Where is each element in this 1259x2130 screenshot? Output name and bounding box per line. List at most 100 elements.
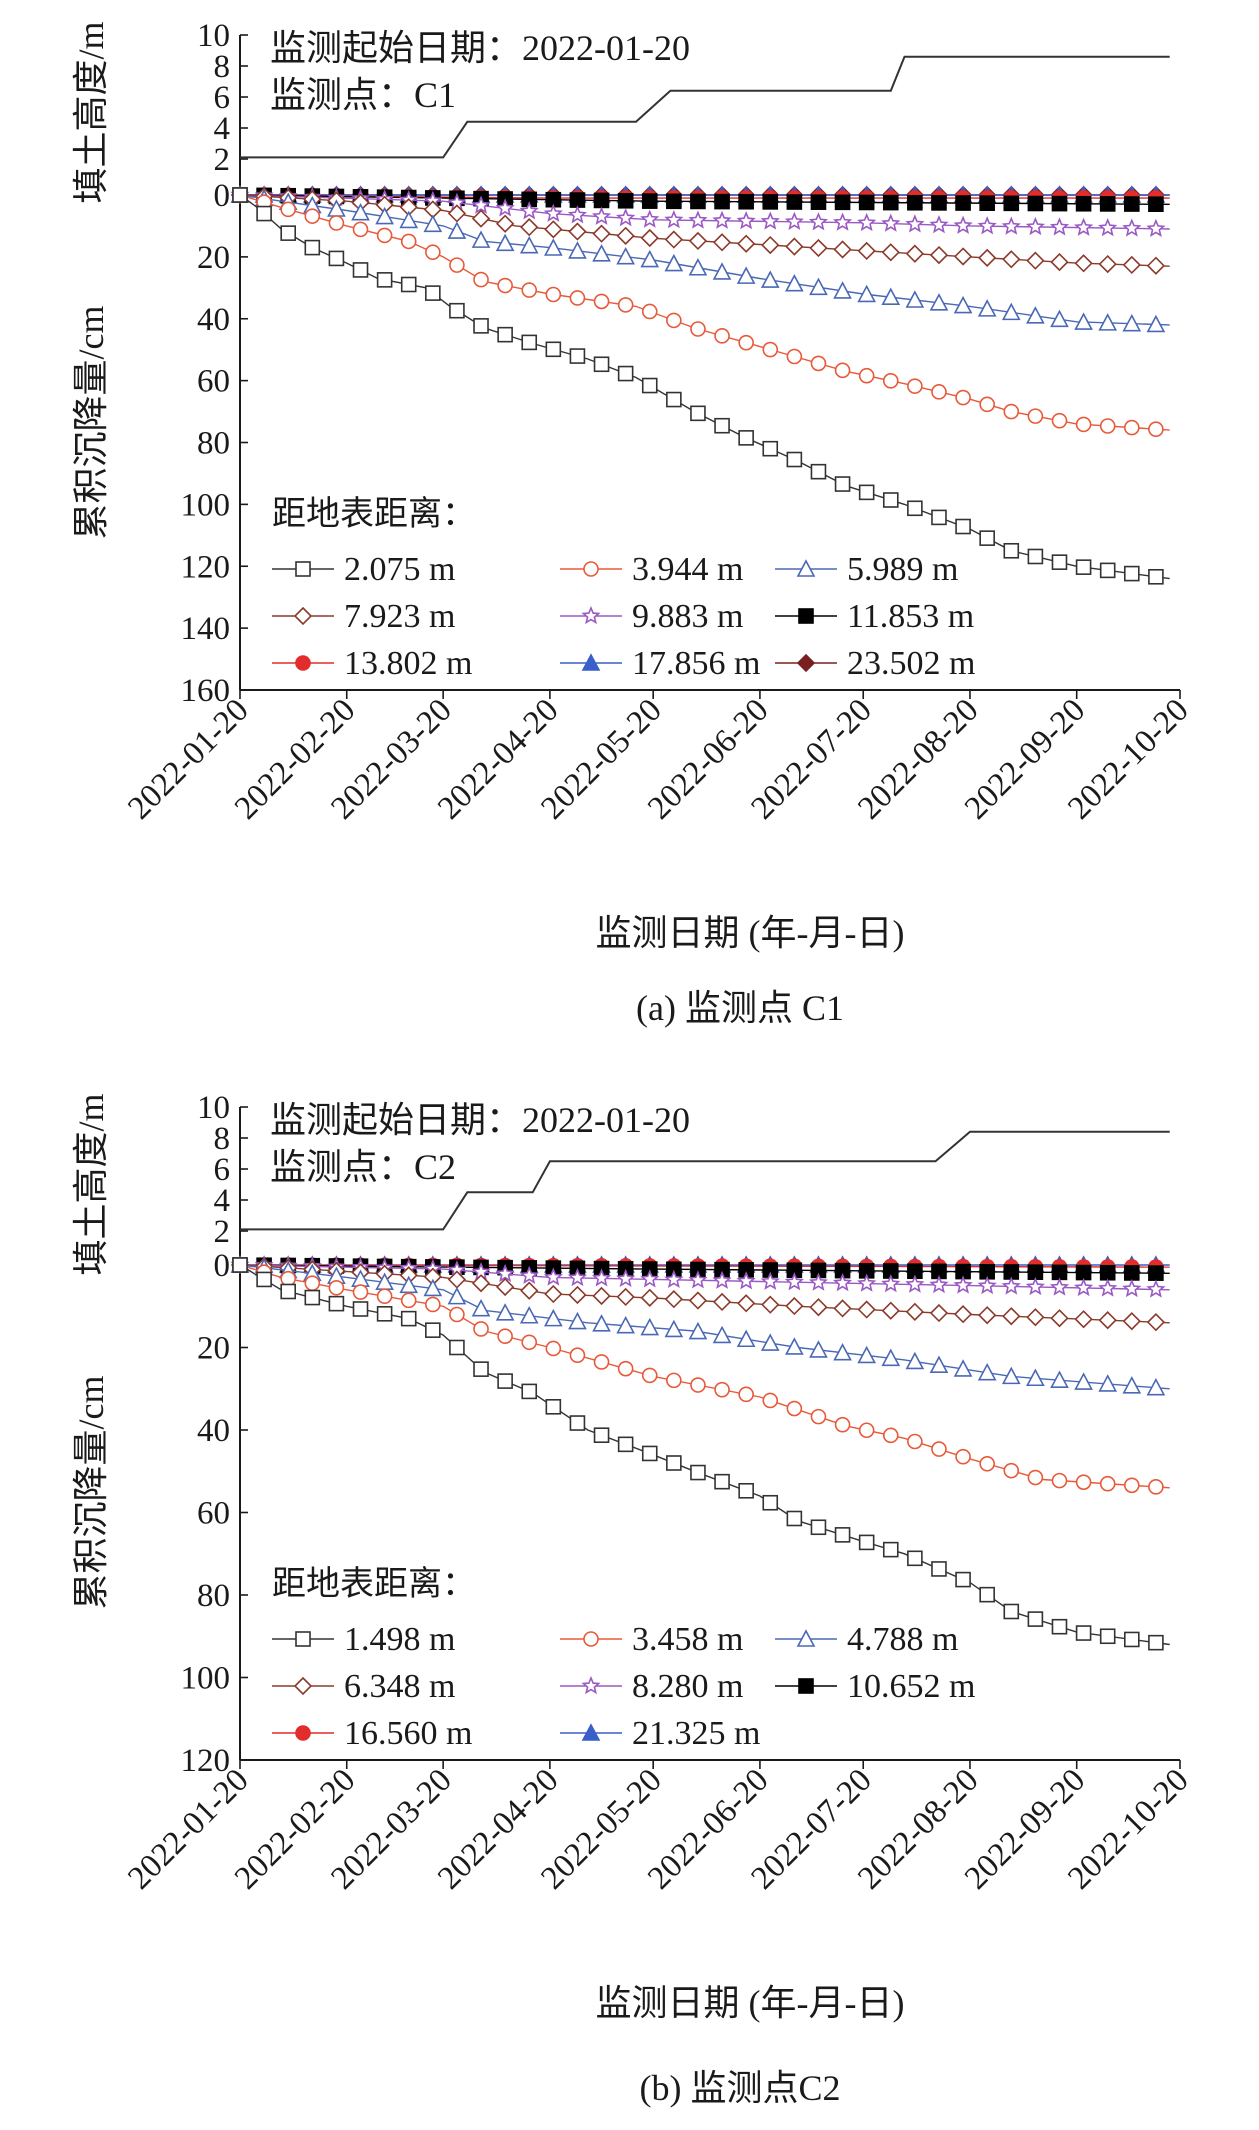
series-point: [1027, 548, 1044, 565]
series-point: [471, 195, 491, 214]
series-point: [1146, 218, 1166, 237]
series-point: [593, 1427, 610, 1444]
series-point: [760, 1271, 780, 1290]
start-date-annotation: 监测起始日期：2022-01-20: [270, 28, 690, 68]
legend-label: 16.560 m: [344, 1715, 472, 1752]
x-axis-title: 监测日期 (年-月-日): [596, 913, 905, 953]
start-date-annotation: 监测起始日期：2022-01-20: [270, 1100, 690, 1140]
legend-marker: [583, 561, 599, 577]
series-point: [810, 194, 827, 210]
x-axis-title: 监测日期 (年-月-日): [596, 1983, 905, 2023]
legend-marker: [293, 1676, 313, 1696]
series-point: [1074, 254, 1093, 273]
fill-tick-label: 4: [214, 111, 231, 147]
series-point: [449, 302, 465, 319]
series-point: [1146, 1377, 1166, 1396]
chart-c2: 1086420204060801001202022-01-202022-02-2…: [71, 1090, 1196, 2108]
settle-tick-label: 100: [181, 487, 231, 523]
series-point: [471, 1298, 491, 1317]
series-point: [931, 384, 947, 400]
series-point: [352, 221, 369, 238]
series-point: [256, 1271, 272, 1288]
legend-entry-4: 8.280 m: [560, 1668, 743, 1705]
series-point: [882, 194, 899, 211]
series-point: [1074, 312, 1093, 330]
series-point: [784, 211, 804, 230]
legend-label: 11.853 m: [847, 598, 974, 635]
series-point: [640, 1317, 660, 1336]
series-point: [785, 273, 804, 292]
series-point: [664, 1269, 684, 1288]
series-point: [495, 198, 515, 217]
series-point: [953, 1275, 973, 1294]
series-point: [640, 249, 660, 268]
legend-marker: [295, 1725, 311, 1741]
legend-entry-7: 21.325 m: [560, 1715, 760, 1752]
series-point: [1098, 1374, 1118, 1392]
series-point: [979, 530, 995, 546]
series-point: [592, 224, 611, 243]
series-point: [400, 1292, 417, 1309]
series-point: [857, 1273, 877, 1292]
series-point: [1075, 1474, 1092, 1490]
series-point: [567, 205, 588, 224]
series-point: [280, 1283, 297, 1300]
series-point: [882, 492, 899, 508]
series-point: [521, 334, 538, 351]
series-point: [931, 195, 947, 211]
series-point: [712, 1325, 732, 1344]
series-point: [1027, 408, 1044, 424]
series-point: [712, 262, 732, 280]
series-point: [425, 244, 441, 261]
series-point: [423, 1278, 443, 1297]
series-point: [328, 250, 345, 267]
series-point: [833, 1299, 852, 1318]
series-point: [495, 1303, 515, 1321]
legend-entry-6: 16.560 m: [272, 1715, 472, 1752]
series-point: [881, 287, 901, 305]
series-point: [569, 1415, 586, 1431]
series-point: [907, 378, 923, 394]
series-point: [712, 1270, 732, 1289]
series-point: [858, 194, 875, 211]
series-point: [690, 321, 706, 337]
legend-marker: [581, 1675, 601, 1695]
series-point: [786, 194, 803, 210]
series-point: [1098, 313, 1118, 331]
series-point: [664, 253, 684, 272]
series-point: [376, 1306, 393, 1322]
series-point: [1146, 314, 1166, 333]
series-point: [832, 1273, 853, 1292]
series-point: [544, 1284, 563, 1304]
series-point: [1075, 1625, 1092, 1641]
fill-tick-label: 8: [214, 49, 231, 85]
series-point: [1027, 1469, 1044, 1486]
series-point: [762, 1494, 779, 1511]
series-point: [690, 193, 706, 210]
series-point: [736, 1329, 756, 1348]
series-point: [977, 216, 997, 235]
legend-marker: [581, 653, 601, 671]
series-point: [736, 1271, 756, 1290]
series-point: [497, 1328, 513, 1345]
series-point: [495, 1263, 515, 1283]
series-2: [230, 185, 1170, 333]
series-point: [495, 214, 515, 233]
series-point: [688, 1291, 708, 1310]
series-point: [1098, 1311, 1117, 1330]
series-point: [1001, 1366, 1021, 1385]
legend-entry-3: 7.923 m: [272, 598, 455, 635]
series-point: [1099, 418, 1116, 434]
series-point: [955, 389, 971, 406]
settlement-axis-title: 累积沉降量/cm: [71, 1376, 111, 1610]
series-point: [737, 234, 756, 253]
series-point: [664, 230, 683, 249]
series-point: [591, 206, 612, 225]
legend-marker: [583, 1631, 599, 1647]
series-point: [929, 214, 949, 234]
chart-c1: 1086420204060801001201401602022-01-20202…: [71, 18, 1196, 1028]
series-point: [376, 272, 393, 288]
series-point: [1002, 250, 1021, 269]
series-0: [232, 1257, 1170, 1651]
series-point: [280, 1270, 297, 1287]
